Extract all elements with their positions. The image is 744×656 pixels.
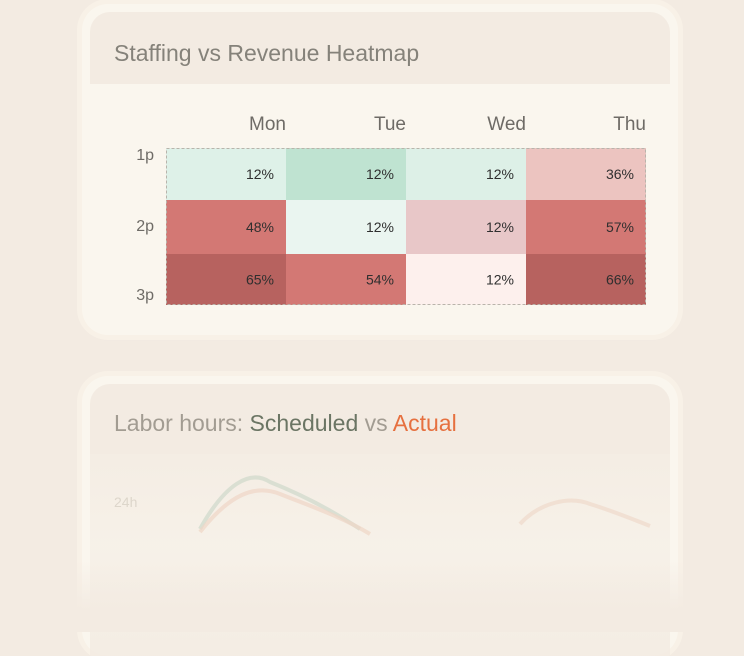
actual-line bbox=[198, 488, 372, 536]
heatmap-col-label: Thu bbox=[613, 114, 646, 135]
labor-y-tick: 24h bbox=[114, 494, 138, 510]
bottom-fade bbox=[0, 560, 744, 632]
heatmap-cell-label: 66% bbox=[606, 272, 634, 288]
heatmap-cell-label: 36% bbox=[606, 166, 634, 182]
heatmap-cell bbox=[406, 254, 526, 305]
heatmap-cell-label: 48% bbox=[246, 219, 274, 235]
heatmap-cell-label: 12% bbox=[486, 219, 514, 235]
heatmap-cell bbox=[166, 200, 286, 254]
heatmap-cell bbox=[166, 254, 286, 305]
heatmap-row-label: 2p bbox=[136, 218, 154, 235]
heatmap-cell-label: 12% bbox=[486, 166, 514, 182]
heatmap-row-label: 1p bbox=[136, 147, 154, 164]
heatmap-cell bbox=[286, 254, 406, 305]
heatmap-cell bbox=[406, 148, 526, 200]
labor-hours-title: Labor hours: Scheduled vs Actual bbox=[114, 410, 457, 437]
title-prefix: Labor hours: bbox=[114, 410, 250, 436]
heatmap-cell-label: 65% bbox=[246, 272, 274, 288]
heatmap-title: Staffing vs Revenue Heatmap bbox=[114, 40, 420, 66]
heatmap-card-header: Staffing vs Revenue Heatmap bbox=[90, 12, 670, 84]
heatmap-cell-label: 12% bbox=[486, 272, 514, 288]
labor-card-header: Labor hours: Scheduled vs Actual bbox=[90, 384, 670, 454]
title-scheduled: Scheduled bbox=[249, 410, 359, 436]
heatmap-row-label: 3p bbox=[136, 287, 154, 304]
heatmap-border bbox=[166, 148, 646, 305]
heatmap-col-label: Tue bbox=[374, 114, 406, 135]
title-actual: Actual bbox=[392, 410, 457, 436]
heatmap-cell-label: 12% bbox=[246, 166, 274, 182]
heatmap-chart: 12% 12% 12% 36% 48% 12% 12% 57% 65% 54% 12% 66% Mon T… bbox=[136, 114, 646, 305]
heatmap-col-label: Wed bbox=[487, 114, 526, 135]
heatmap-cell bbox=[406, 200, 526, 254]
heatmap-cell-label: 57% bbox=[606, 219, 634, 235]
heatmap-cell bbox=[526, 254, 646, 305]
heatmap-cell-label: 54% bbox=[366, 272, 394, 288]
heatmap-cell-label: 12% bbox=[366, 166, 394, 182]
title-vs: vs bbox=[358, 410, 393, 436]
labor-chart-lines bbox=[198, 475, 651, 536]
heatmap-cell bbox=[526, 200, 646, 254]
heatmap-cell bbox=[286, 148, 406, 200]
heatmap-col-label: Mon bbox=[249, 114, 286, 135]
heatmap-cell-label: 12% bbox=[366, 219, 394, 235]
scheduled-line bbox=[198, 475, 362, 531]
heatmap-cell bbox=[166, 148, 286, 200]
heatmap-cell bbox=[286, 200, 406, 254]
actual-line-2 bbox=[518, 498, 651, 528]
heatmap-cell bbox=[526, 148, 646, 200]
